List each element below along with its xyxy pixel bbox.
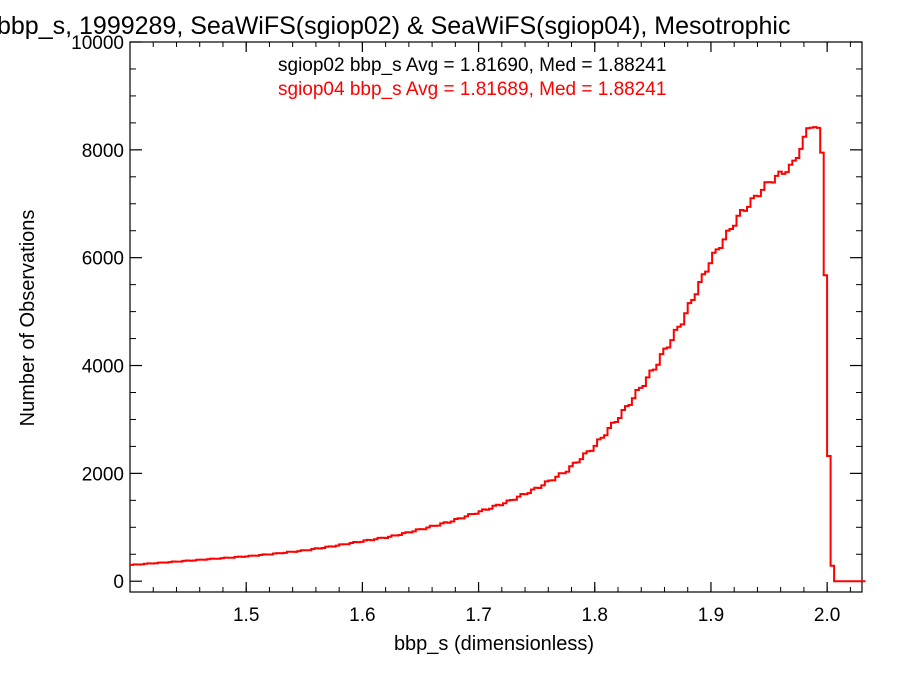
x-tick-label: 1.6 bbox=[349, 605, 375, 626]
annotation-sgiop02: sgiop02 bbp_s Avg = 1.81690, Med = 1.882… bbox=[278, 55, 666, 76]
x-tick-label: 1.9 bbox=[698, 605, 724, 626]
annotation-sgiop04: sgiop04 bbp_s Avg = 1.81689, Med = 1.882… bbox=[278, 79, 666, 100]
x-tick-label: 1.8 bbox=[582, 605, 608, 626]
y-axis: 0 2000 4000 6000 8000 10000 bbox=[71, 33, 862, 593]
y-tick-label: 8000 bbox=[82, 141, 124, 162]
y-tick-label: 6000 bbox=[82, 249, 124, 270]
y-tick-label: 2000 bbox=[82, 464, 124, 485]
chart-title: bbp_s, 1999289, SeaWiFS(sgiop02) & SeaWi… bbox=[0, 12, 790, 40]
y-tick-label: 10000 bbox=[71, 33, 124, 54]
x-tick-label: 1.7 bbox=[465, 605, 491, 626]
y-tick-label: 4000 bbox=[82, 357, 124, 378]
series-layer bbox=[130, 126, 866, 583]
y-axis-label: Number of Observations bbox=[17, 210, 39, 427]
series-line-sgiop04 bbox=[130, 126, 866, 583]
x-axis: 1.5 1.6 1.7 1.8 1.9 2.0 bbox=[129, 42, 851, 626]
x-tick-label: 2.0 bbox=[814, 605, 840, 626]
y-tick-label: 0 bbox=[113, 572, 124, 593]
plot-area: 1.5 1.6 1.7 1.8 1.9 2.0 0 2000 4000 6000 8000 1000… bbox=[71, 33, 866, 626]
x-tick-label: 1.5 bbox=[233, 605, 259, 626]
x-axis-label: bbp_s (dimensionless) bbox=[394, 633, 594, 655]
plot-frame bbox=[129, 41, 863, 593]
